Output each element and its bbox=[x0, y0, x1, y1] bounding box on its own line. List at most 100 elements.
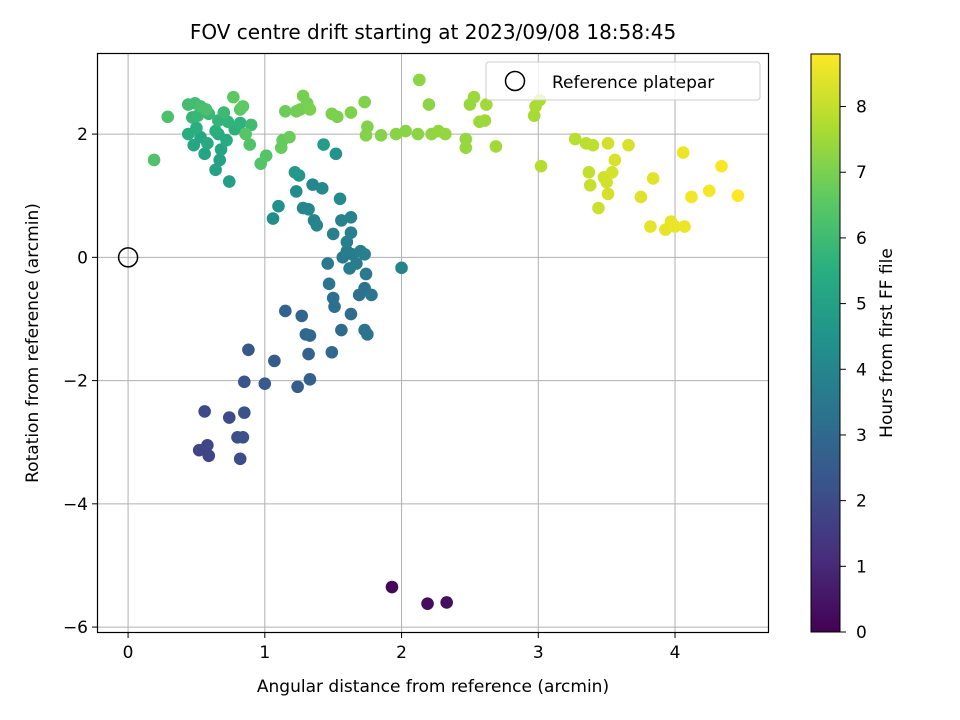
data-point bbox=[161, 110, 175, 124]
colorbar-tick-label: 5 bbox=[856, 295, 867, 315]
data-point bbox=[222, 175, 236, 188]
data-point bbox=[190, 121, 203, 135]
data-point bbox=[676, 146, 690, 159]
data-point bbox=[622, 138, 635, 152]
data-point bbox=[601, 187, 615, 201]
x-axis-ticks: 0 1 2 3 4 bbox=[123, 632, 681, 663]
data-point bbox=[289, 185, 303, 198]
data-point bbox=[385, 580, 399, 594]
data-point bbox=[527, 109, 541, 122]
data-point bbox=[259, 149, 273, 162]
data-point bbox=[317, 138, 330, 151]
x-tick-label: 4 bbox=[670, 643, 681, 663]
y-axis-ticks: −6 −4 −2 0 2 bbox=[63, 125, 98, 638]
y-tick-label: −6 bbox=[63, 618, 88, 638]
data-point bbox=[395, 261, 408, 275]
data-point bbox=[459, 132, 473, 146]
data-point bbox=[411, 127, 425, 141]
data-point bbox=[243, 138, 257, 151]
data-point bbox=[198, 147, 211, 161]
data-point bbox=[303, 329, 317, 342]
data-point bbox=[644, 220, 657, 233]
data-point bbox=[440, 596, 453, 609]
data-point bbox=[328, 300, 341, 313]
data-point bbox=[668, 220, 682, 233]
colorbar-tick-label: 4 bbox=[856, 360, 867, 380]
data-point bbox=[306, 178, 319, 191]
data-point bbox=[201, 137, 214, 150]
data-point bbox=[374, 129, 388, 142]
data-point bbox=[222, 411, 236, 424]
y-tick-label: −2 bbox=[63, 372, 88, 392]
data-point bbox=[214, 143, 228, 156]
data-point bbox=[198, 405, 211, 418]
data-point bbox=[646, 172, 660, 185]
y-axis-label: Rotation from reference (arcmin) bbox=[23, 203, 43, 483]
colorbar-gradient bbox=[810, 53, 841, 633]
data-point bbox=[303, 373, 317, 386]
legend-reference-marker-icon bbox=[504, 70, 526, 92]
data-point bbox=[322, 277, 336, 291]
legend-box bbox=[485, 61, 761, 101]
data-point bbox=[568, 132, 582, 146]
data-point bbox=[467, 90, 481, 104]
data-point bbox=[608, 153, 622, 167]
x-axis-label: Angular distance from reference (arcmin) bbox=[257, 677, 609, 697]
data-point bbox=[315, 182, 329, 195]
data-point bbox=[227, 90, 240, 104]
data-point bbox=[413, 73, 426, 87]
data-point bbox=[209, 163, 222, 177]
data-point bbox=[321, 257, 335, 270]
data-point bbox=[601, 137, 615, 150]
data-points bbox=[147, 73, 745, 610]
data-point bbox=[302, 347, 315, 361]
data-point bbox=[335, 214, 348, 227]
data-point bbox=[534, 159, 548, 173]
data-point bbox=[239, 127, 252, 141]
y-tick-label: 2 bbox=[77, 125, 88, 145]
y-tick-label: 0 bbox=[77, 248, 88, 268]
data-point bbox=[238, 375, 251, 389]
data-point bbox=[279, 105, 292, 118]
data-point bbox=[199, 103, 213, 116]
data-point bbox=[295, 309, 309, 323]
data-point bbox=[303, 103, 317, 116]
data-point bbox=[279, 304, 292, 318]
x-tick-label: 1 bbox=[259, 643, 270, 663]
data-point bbox=[288, 166, 302, 179]
data-point bbox=[582, 166, 596, 179]
data-point bbox=[268, 354, 281, 368]
data-point bbox=[310, 219, 324, 232]
data-point bbox=[480, 98, 493, 111]
data-point bbox=[220, 133, 233, 147]
data-point bbox=[344, 307, 358, 321]
data-point bbox=[238, 406, 251, 419]
data-point bbox=[244, 118, 258, 132]
data-point bbox=[335, 323, 348, 337]
data-point bbox=[333, 192, 347, 206]
data-point bbox=[489, 140, 503, 153]
data-point bbox=[358, 247, 371, 261]
data-point bbox=[592, 201, 605, 215]
data-point bbox=[201, 438, 214, 452]
data-point bbox=[266, 212, 280, 225]
data-point bbox=[272, 199, 285, 213]
data-point bbox=[344, 210, 358, 224]
data-point bbox=[586, 138, 600, 152]
data-point bbox=[236, 100, 250, 113]
data-point bbox=[302, 202, 315, 216]
data-point bbox=[359, 267, 373, 281]
chart-title: FOV centre drift starting at 2023/09/08 … bbox=[190, 20, 676, 44]
data-point bbox=[217, 106, 231, 119]
data-point bbox=[350, 257, 363, 270]
data-point bbox=[213, 153, 226, 167]
colorbar: 0 1 2 3 4 5 6 7 8 Hours from first FF file bbox=[810, 53, 897, 643]
data-point bbox=[399, 124, 412, 138]
data-point bbox=[326, 227, 340, 241]
legend-entry-reference: Reference platepar bbox=[552, 73, 714, 93]
colorbar-tick-label: 2 bbox=[856, 492, 867, 512]
data-point bbox=[605, 166, 619, 179]
colorbar-tick-label: 7 bbox=[856, 163, 867, 183]
data-point bbox=[147, 153, 161, 167]
